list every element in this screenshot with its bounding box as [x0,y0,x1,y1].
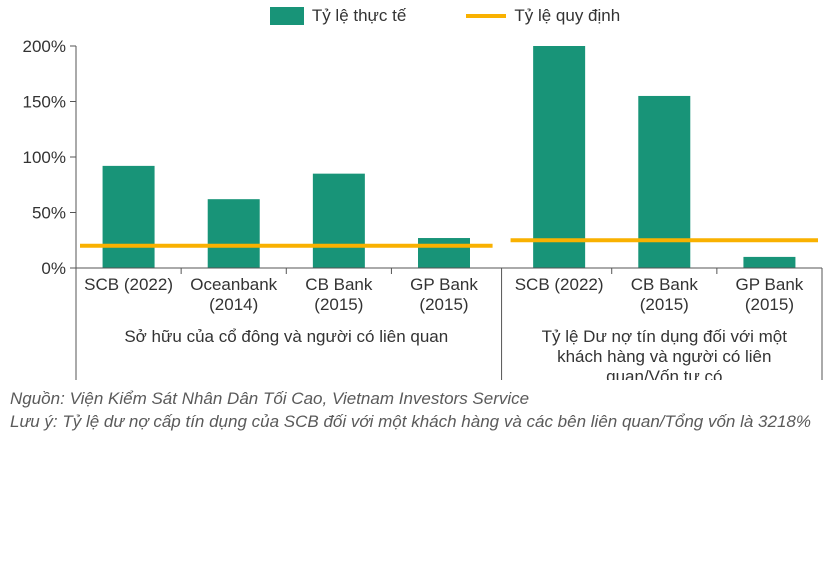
bar [103,166,155,268]
legend-swatch-bar [270,7,304,25]
x-tick-label: SCB (2022) [515,275,604,294]
chart-legend: Tỷ lệ thực tế Tỷ lệ quy định [10,6,820,26]
chart-container: 0%50%100%150%200%SCB (2022)Oceanbank(201… [20,40,810,380]
svg-text:100%: 100% [23,148,66,167]
x-tick-label: GP Bank [736,275,804,294]
group-label: quan/Vốn tự có [606,367,722,380]
svg-text:150%: 150% [23,93,66,112]
svg-text:200%: 200% [23,40,66,56]
footer-source-text: Viện Kiểm Sát Nhân Dân Tối Cao, Vietnam … [70,389,530,408]
footer-source: Nguồn: Viện Kiểm Sát Nhân Dân Tối Cao, V… [10,388,820,411]
x-tick-label: Oceanbank [190,275,277,294]
footer-source-label: Nguồn: [10,389,65,408]
svg-text:50%: 50% [32,204,66,223]
legend-bar-label: Tỷ lệ thực tế [312,6,407,26]
bar [743,257,795,268]
footer-note: Lưu ý: Tỷ lệ dư nợ cấp tín dụng của SCB … [10,411,820,434]
group-label: Tỷ lệ Dư nợ tín dụng đối với một [542,327,788,346]
legend-swatch-line [466,14,506,18]
legend-item-line: Tỷ lệ quy định [466,6,620,26]
group-label: Sở hữu của cổ đông và người có liên quan [124,327,448,346]
x-tick-label: (2015) [419,295,468,314]
x-tick-label: (2015) [314,295,363,314]
bar [208,199,260,268]
footer-note-label: Lưu ý: [10,412,58,431]
chart-footer: Nguồn: Viện Kiểm Sát Nhân Dân Tối Cao, V… [10,388,820,434]
x-tick-label: (2015) [745,295,794,314]
legend-item-bar: Tỷ lệ thực tế [270,6,407,26]
x-tick-label: CB Bank [305,275,373,294]
bar [313,174,365,268]
x-tick-label: SCB (2022) [84,275,173,294]
group-label: khách hàng và người có liên [557,347,771,366]
bar-chart: 0%50%100%150%200%SCB (2022)Oceanbank(201… [20,40,830,380]
x-tick-label: (2015) [640,295,689,314]
footer-note-text: Tỷ lệ dư nợ cấp tín dụng của SCB đối với… [62,412,811,431]
x-tick-label: (2014) [209,295,258,314]
bar [533,46,585,268]
x-tick-label: GP Bank [410,275,478,294]
legend-line-label: Tỷ lệ quy định [514,6,620,26]
x-tick-label: CB Bank [631,275,699,294]
svg-text:0%: 0% [41,259,66,278]
bar [418,238,470,268]
